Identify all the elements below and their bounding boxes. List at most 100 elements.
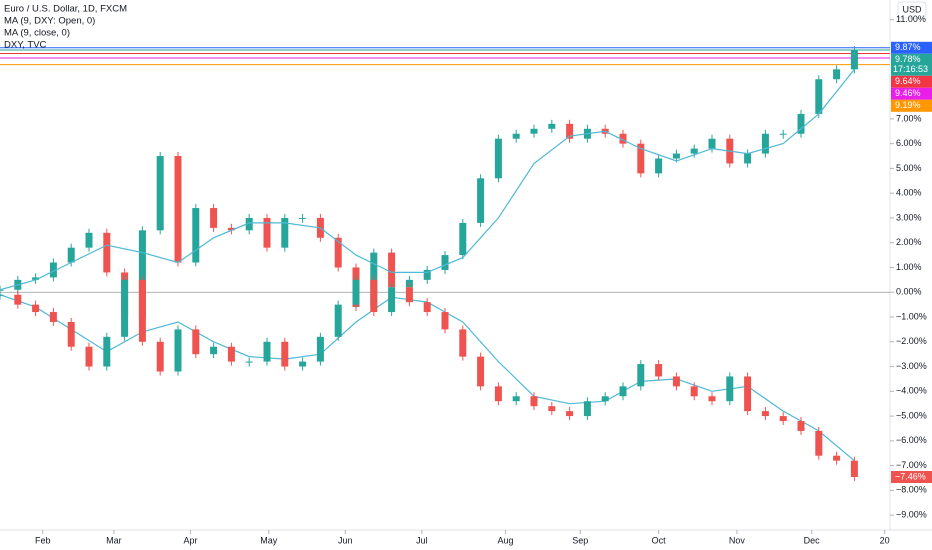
candle [192,329,200,355]
legend-entry: MA (9, close, 0) [4,28,70,39]
x-tick-label: Mar [106,535,122,545]
y-tick-label: 2.00% [896,237,922,247]
currency-button[interactable] [897,1,927,19]
price-label: 9.19% [895,100,921,110]
candle [14,294,22,305]
candle [263,217,271,248]
candle [833,455,841,461]
countdown-label: 17:16:53 [893,64,928,74]
x-tick-label: May [260,535,278,545]
candle [548,406,556,412]
price-label: 9.64% [895,76,921,86]
y-tick-label: 11.00% [896,14,926,24]
candle [388,287,396,313]
candle [494,386,502,402]
x-tick-label: Apr [183,535,197,545]
candle [423,269,431,280]
candle [815,79,823,114]
candle [779,416,787,422]
candle [761,133,769,154]
candle [619,133,627,144]
candle [49,312,57,322]
candle [245,361,253,363]
candle [459,329,467,357]
candle [245,217,253,231]
candle [797,421,805,431]
y-tick-label: 7.00% [896,113,922,123]
candle [637,364,645,387]
candle [67,247,75,263]
candle [833,69,841,80]
candle [32,277,40,280]
candle [850,50,858,70]
candle [299,217,307,219]
candle [103,232,111,273]
candle [459,222,467,256]
price-label: −7.46% [895,471,926,481]
y-tick-label: −5.00% [896,410,927,420]
price-label-box [891,471,932,483]
x-tick-label: Dec [804,535,821,545]
candle [227,227,235,231]
y-tick-label: −8.00% [896,485,927,495]
y-tick-label: 6.00% [896,138,922,148]
candle [672,376,680,387]
candle [405,287,413,303]
y-tick-label: 4.00% [896,188,922,198]
price-label: 9.87% [895,42,921,52]
candle [583,401,591,417]
x-tick-label: Aug [498,535,514,545]
candle [316,336,324,362]
candle [334,237,342,268]
candle [672,153,680,159]
candle [761,411,769,417]
legend-entry: Euro / U.S. Dollar, 1D, FXCM [4,4,127,15]
candle [690,386,698,397]
candle [49,262,57,278]
candle [530,396,538,407]
candle [477,178,485,223]
candle [477,356,485,387]
candle [85,232,93,248]
candle [352,279,360,305]
candle [441,255,449,270]
y-tick-label: −1.00% [896,311,927,321]
candle [423,302,431,313]
candle [192,208,200,263]
candle [263,341,271,362]
candle [797,113,805,134]
candle [121,279,129,337]
y-tick-label: −9.00% [896,510,927,520]
candle [708,138,716,149]
price-label-box [891,53,932,76]
candle [441,312,449,330]
candle [281,217,289,248]
candle [67,321,75,347]
candle [210,208,218,228]
candle [156,341,164,372]
price-label-box [891,99,932,112]
currency-label[interactable]: USD [902,4,922,14]
candle [601,396,609,402]
candle [174,156,182,263]
candle [530,128,538,134]
candle [850,460,858,477]
candle [512,396,520,402]
candle [370,279,378,313]
candle [708,396,716,402]
y-tick-label: −3.00% [896,361,927,371]
candle [138,230,146,318]
candle [388,252,396,288]
candle [0,294,4,296]
y-tick-label: 5.00% [896,163,922,173]
candle [299,361,307,367]
legend-entry: DXY, TVC [4,40,47,51]
candle [779,133,787,135]
price-label-box [891,75,932,88]
candle [138,279,146,342]
candle [655,158,663,174]
x-tick-label: Jun [338,535,353,545]
candle [0,289,4,291]
candle [744,376,752,412]
